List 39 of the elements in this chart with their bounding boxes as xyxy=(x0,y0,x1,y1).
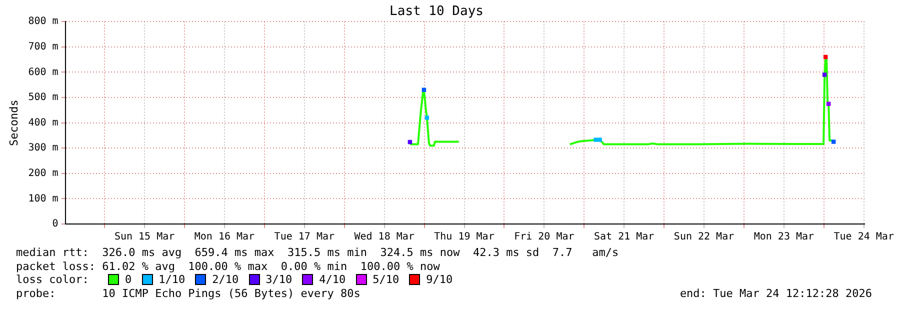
y-tick-label: 700 m xyxy=(28,41,58,52)
x-tick-label: Tue 24 Mar xyxy=(834,232,894,243)
legend-label: 5/10 xyxy=(372,273,400,286)
text: probe: 10 ICMP Echo Pings (56 Bytes) every 80s xyxy=(16,286,360,300)
x-tick-label: Sun 15 Mar xyxy=(114,232,175,243)
point xyxy=(822,72,827,77)
legend-label: 1/10 xyxy=(158,273,186,286)
x-tick-label: Tue 17 Mar xyxy=(274,232,335,243)
x-tick-label: Sat 21 Mar xyxy=(594,232,654,243)
x-tick-label: Sun 22 Mar xyxy=(674,232,734,243)
y-tick-label: 0 xyxy=(52,218,58,230)
y-tick-label: 200 m xyxy=(28,168,58,179)
point xyxy=(424,116,430,120)
y-tick-label: 800 m xyxy=(28,16,58,28)
x-tick-label: Thu 19 Mar xyxy=(434,232,494,243)
point xyxy=(598,138,602,142)
legend-label: 2/10 xyxy=(212,273,239,286)
point xyxy=(594,138,598,142)
x-tick-label: Fri 20 Mar xyxy=(514,232,574,243)
y-tick-label: 400 m xyxy=(28,117,58,128)
x-tick-label: Mon 16 Mar xyxy=(194,232,255,243)
x-tick-label: Mon 23 Mar xyxy=(754,232,814,243)
y-tick-label: 100 m xyxy=(28,193,58,204)
legend-label: 9/10 xyxy=(426,273,453,286)
point xyxy=(826,102,831,106)
legend-title: loss color: xyxy=(16,273,90,286)
chart-title: Last 10 Days xyxy=(390,4,484,20)
y-tick-label: 300 m xyxy=(28,142,58,154)
point xyxy=(831,140,836,144)
text: packet loss: 61.02 % avg 100.00 % max 0.00 % min 100.00 % now xyxy=(15,260,441,273)
x-tick-label: Wed 18 Mar xyxy=(354,232,414,243)
y-tick-label: 600 m xyxy=(28,66,58,78)
y-tick-label: 500 m xyxy=(28,92,58,104)
legend-label: 4/10 xyxy=(319,273,346,286)
text: median rtt: 326.0 ms avg 659.4 ms max 315.5 ms min 324.5 ms now 42.3 ms sd 7.7 am/s xyxy=(15,246,620,260)
legend-label: 3/10 xyxy=(266,273,292,286)
text: end: Tue Mar 24 12:12:28 2026 xyxy=(680,286,872,300)
y-axis-title: Seconds xyxy=(7,100,20,146)
legend-label: 0 xyxy=(125,273,132,286)
